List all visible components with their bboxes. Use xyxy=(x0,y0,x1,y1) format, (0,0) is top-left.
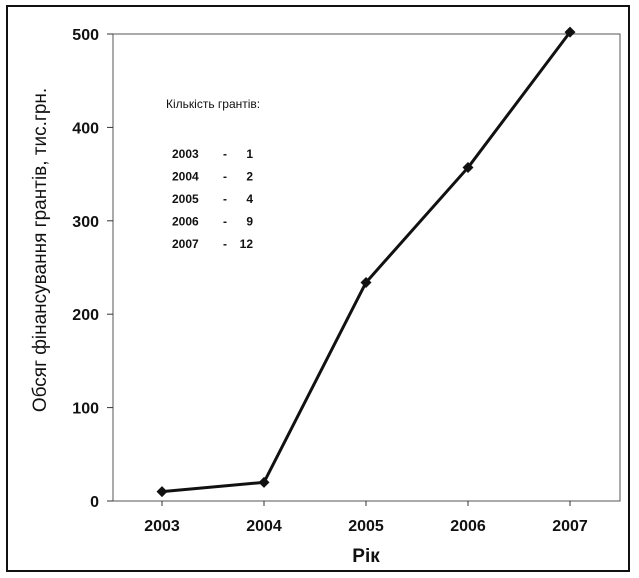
series-layer xyxy=(156,26,576,498)
x-tick-label: 2006 xyxy=(450,518,486,535)
annotation-year: 2004 xyxy=(172,170,199,184)
annotation-year: 2003 xyxy=(172,147,199,161)
annotation-year: 2007 xyxy=(172,237,199,251)
data-point-2004 xyxy=(258,476,270,488)
data-point-2003 xyxy=(156,486,168,498)
data-point-2006 xyxy=(462,162,474,174)
annotation-row: 2003 - 1 xyxy=(172,147,253,161)
y-axis-label: Обсяг фінансування грантів, тис.грн. xyxy=(30,88,51,412)
x-tick-label: 2003 xyxy=(144,518,180,535)
annotation-dash: - xyxy=(223,147,227,161)
x-axis: 2003 2004 2005 2006 2007 xyxy=(144,501,588,535)
annotation-dash: - xyxy=(223,215,227,229)
y-tick-label: 200 xyxy=(72,307,99,324)
annotation-count: 2 xyxy=(246,170,253,184)
annotation-row: 2005 - 4 xyxy=(172,192,253,206)
x-tick-label: 2005 xyxy=(348,518,384,535)
y-tick-label: 300 xyxy=(72,214,99,231)
annotation-count: 1 xyxy=(246,147,253,161)
data-point-2005 xyxy=(360,276,372,288)
data-point-2007 xyxy=(564,26,576,38)
y-tick-label: 400 xyxy=(72,120,99,137)
annotation-count: 12 xyxy=(240,237,254,251)
annotation-dash: - xyxy=(223,170,227,184)
annotation-count: 4 xyxy=(246,192,253,206)
annotation-dash: - xyxy=(223,237,227,251)
y-tick-label: 0 xyxy=(90,494,99,511)
y-tick-label: 100 xyxy=(72,401,99,418)
x-axis-label: Рік xyxy=(352,546,380,567)
annotation-title: Кількість грантів: xyxy=(166,97,260,111)
y-axis: 0 100 200 300 400 500 xyxy=(72,27,113,511)
plot-area xyxy=(112,33,621,502)
x-tick-label: 2007 xyxy=(552,518,588,535)
annotation-year: 2005 xyxy=(172,192,199,206)
annotation-year: 2006 xyxy=(172,215,199,229)
annotation-row: 2004 - 2 xyxy=(172,170,253,184)
y-tick-label: 500 xyxy=(72,27,99,44)
annotation-row: 2007 -12 xyxy=(172,237,253,251)
annotation-count: 9 xyxy=(246,215,253,229)
annotation-row: 2006 - 9 xyxy=(172,215,253,229)
x-tick-label: 2004 xyxy=(246,518,282,535)
annotation-dash: - xyxy=(223,192,227,206)
grant-count-annotation: Кількість грантів: 2003-12004-22005-4200… xyxy=(166,97,260,251)
